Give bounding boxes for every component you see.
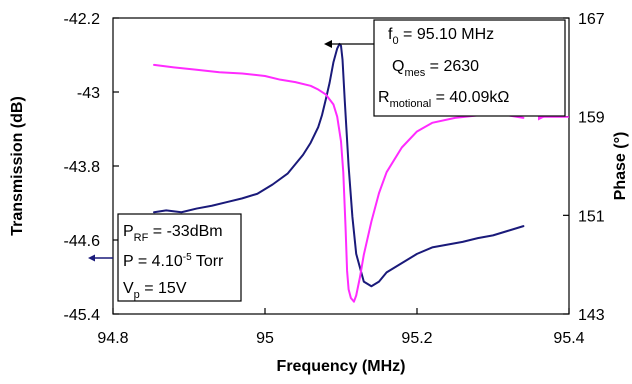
right-tick-label: 167 [578, 11, 605, 28]
x-axis-ticks: 94.8 95 95.2 95.4 [97, 308, 585, 347]
left-tick-label: -43 [77, 85, 100, 102]
rf-power-text: PRF = -33dBm [123, 223, 223, 244]
resonance-annotation: f0 = 95.10 MHz Qmes = 2630 Rmotional = 4… [324, 19, 566, 117]
left-tick-label: -43.8 [64, 159, 101, 176]
left-axis-ticks: -42.2 -43 -43.8 -44.6 -45.4 [64, 11, 119, 324]
conditions-box [117, 213, 242, 302]
left-tick-label: -45.4 [64, 307, 101, 324]
right-axis-ticks: 167 159 151 143 [563, 11, 605, 324]
right-tick-label: 151 [578, 208, 605, 225]
left-tick-label: -44.6 [64, 233, 101, 250]
resonance-box [373, 19, 566, 117]
x-tick-label: 94.8 [97, 330, 128, 347]
right-tick-label: 159 [578, 110, 605, 127]
left-tick-label: -42.2 [64, 11, 101, 28]
resonance-frequency-text: f0 = 95.10 MHz [388, 26, 494, 47]
bias-voltage-text: Vp = 15V [123, 280, 187, 301]
conditions-annotation: PRF = -33dBm P = 4.10-5 Torr Vp = 15V [117, 213, 242, 302]
quality-factor-text: Qmes = 2630 [392, 58, 479, 79]
x-tick-label: 95.4 [553, 330, 584, 347]
motional-resistance-text: Rmotional = 40.09kΩ [378, 89, 509, 110]
x-axis-title: Frequency (MHz) [277, 358, 406, 375]
resonance-pointer-arrow [324, 40, 374, 48]
left-axis-title: Transmission (dB) [9, 96, 26, 236]
pressure-text: P = 4.10-5 Torr [123, 252, 224, 270]
right-axis-title: Phase (°) [612, 132, 629, 201]
right-tick-label: 143 [578, 307, 605, 324]
phase-series-line [153, 63, 525, 303]
x-tick-label: 95 [256, 330, 274, 347]
left-axis-indicator-arrow [88, 254, 113, 262]
x-tick-label: 95.2 [401, 330, 432, 347]
